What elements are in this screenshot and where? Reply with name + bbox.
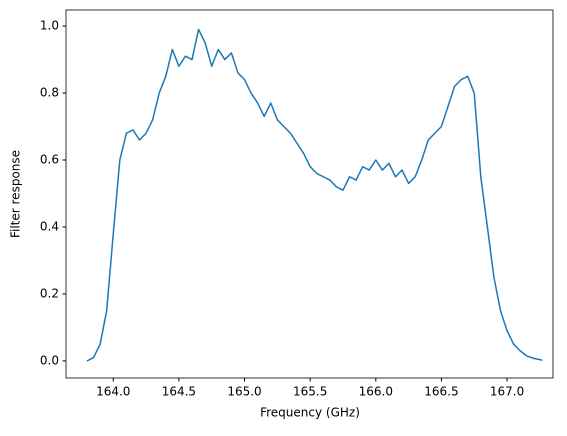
y-tick-label: 0.8	[40, 86, 59, 100]
x-tick-label: 165.0	[227, 385, 261, 399]
x-tick-label: 165.5	[293, 385, 327, 399]
y-tick-label: 0.2	[40, 286, 59, 300]
y-tick-label: 1.0	[40, 19, 59, 33]
x-tick-label: 164.5	[162, 385, 196, 399]
y-tick-label: 0.6	[40, 153, 59, 167]
x-tick-label: 166.5	[424, 385, 458, 399]
axes-frame	[65, 9, 554, 379]
y-axis-label: Filter response	[9, 150, 23, 238]
line	[86, 28, 543, 362]
x-axis-label: Frequency (GHz)	[260, 406, 360, 420]
x-tick-label: 166.0	[359, 385, 393, 399]
x-tick-label: 164.0	[96, 385, 130, 399]
y-tick-label: 0.4	[40, 219, 59, 233]
x-tick-label: 167.0	[490, 385, 524, 399]
y-tick-label: 0.0	[40, 353, 59, 367]
